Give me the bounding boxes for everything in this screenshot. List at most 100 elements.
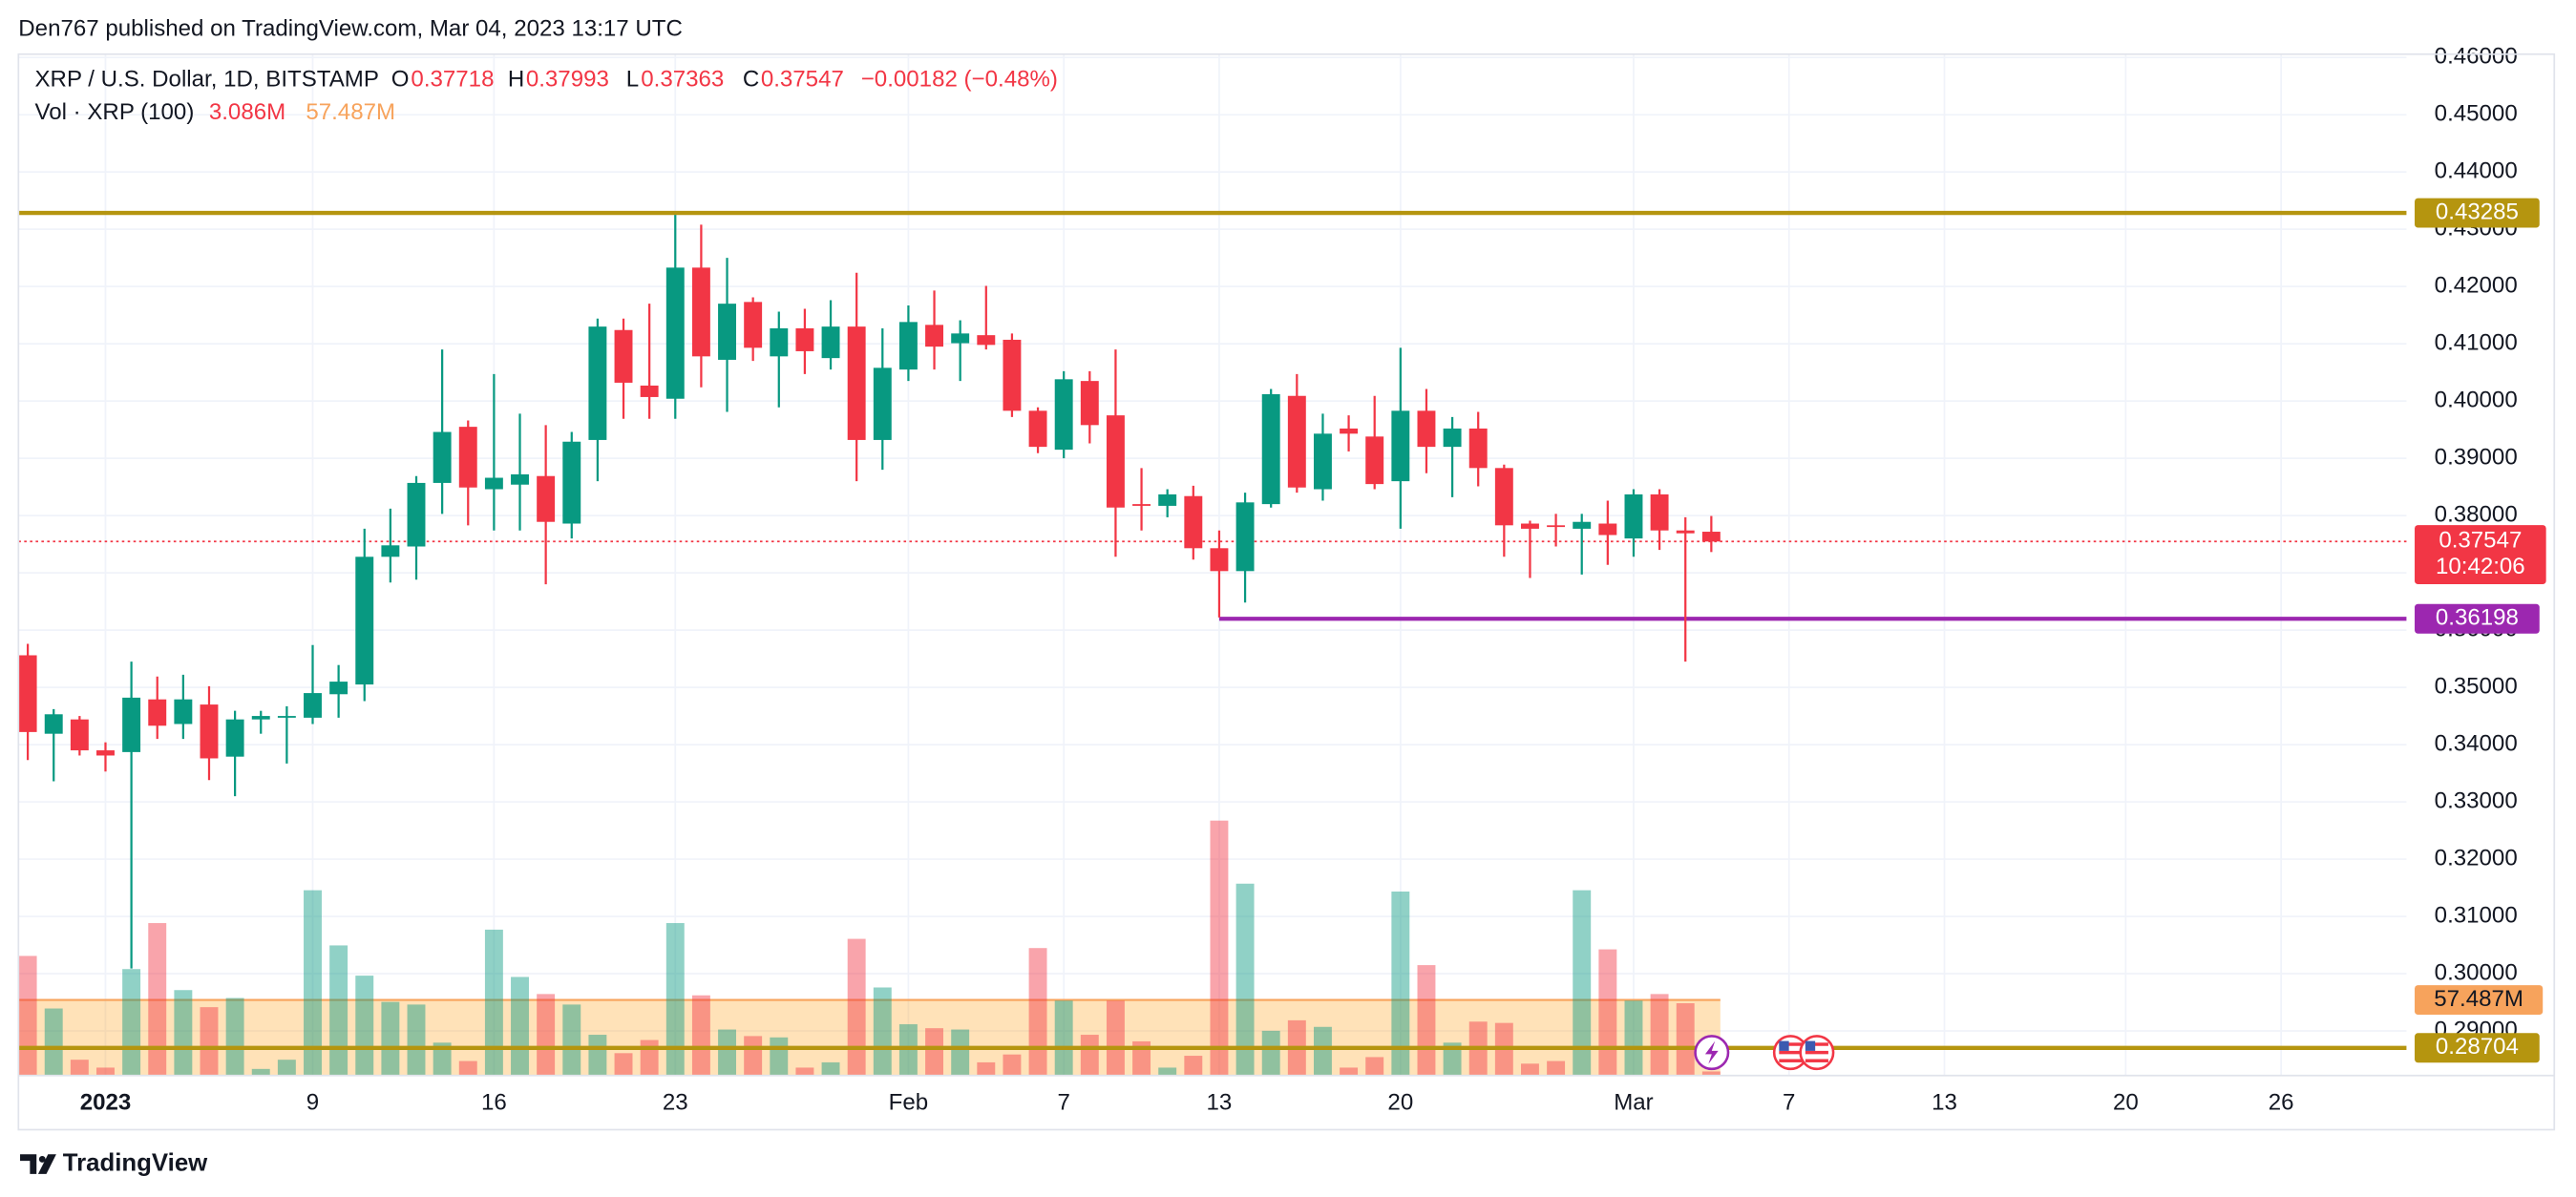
level-label-box: [2415, 1033, 2540, 1063]
price-label: 0.37547: [2439, 528, 2522, 554]
level-label-box: [2415, 603, 2540, 634]
volume-bar: [1547, 1060, 1566, 1076]
volume-bar: [951, 1029, 970, 1076]
volume-bar: [1701, 1071, 1721, 1076]
candle-body: [484, 477, 503, 490]
legend-value: 0.37993: [526, 67, 609, 93]
candle-body: [925, 325, 944, 347]
y-tick-label: 0.44000: [2435, 158, 2518, 184]
volume-bar: [1417, 965, 1436, 1076]
candle-body: [1391, 410, 1410, 482]
candle-body: [1417, 410, 1436, 448]
candle-body: [1054, 379, 1073, 451]
volume-ma-box: [2415, 985, 2544, 1016]
volume-value: 3.086M: [209, 99, 285, 125]
volume-bar: [148, 923, 167, 1076]
volume-bar: [537, 994, 556, 1076]
candle-body: [873, 368, 892, 440]
candle-body: [1003, 339, 1022, 411]
x-tick-label: 7: [1783, 1089, 1795, 1115]
x-tick-label: Mar: [1614, 1089, 1653, 1115]
y-tick-label: 0.38000: [2435, 501, 2518, 527]
x-tick-label: 26: [2269, 1089, 2294, 1115]
flag-stripe: [1779, 1050, 1803, 1055]
x-tick-label: 13: [1932, 1089, 1957, 1115]
volume-bar: [1184, 1056, 1203, 1076]
flag-stripe: [1805, 1050, 1828, 1055]
volume-bar: [1676, 1003, 1695, 1076]
volume-bar: [1391, 892, 1410, 1076]
symbol: XRP / U.S. Dollar, 1D, BITSTAMP: [35, 67, 379, 93]
candle-body: [1028, 410, 1047, 448]
candle-body: [562, 441, 581, 524]
volume-bar: [821, 1061, 840, 1076]
candle-body: [355, 556, 374, 685]
candle-body: [1443, 428, 1462, 448]
volume-bar: [718, 1029, 736, 1076]
y-tick-label: 0.46000: [2435, 44, 2518, 70]
candle-body: [1676, 530, 1695, 534]
candle-body: [665, 267, 685, 399]
countdown: 10:42:06: [2436, 554, 2525, 579]
candle-body: [1650, 494, 1669, 531]
volume-ma-area: [18, 999, 1721, 1076]
volume-bar: [665, 923, 685, 1076]
flag-canton: [1779, 1040, 1789, 1051]
y-tick-label: 0.35000: [2435, 673, 2518, 699]
volume-bar: [588, 1035, 607, 1076]
volume-bar: [1598, 949, 1617, 1076]
legend-value: 0.37547: [761, 67, 844, 93]
candle-body: [18, 655, 37, 732]
candle-body: [277, 716, 296, 718]
x-tick-label: 9: [306, 1089, 319, 1115]
y-tick-label: 0.31000: [2435, 902, 2518, 928]
volume-bar: [691, 995, 710, 1076]
x-tick-label: 20: [1387, 1089, 1413, 1115]
candle-body: [511, 473, 529, 485]
x-tick-label: 23: [663, 1089, 688, 1115]
candle-body: [1468, 428, 1488, 469]
candle-body: [381, 545, 400, 557]
volume-bar: [1003, 1054, 1022, 1076]
volume-ma-axis-label: 57.487M: [2434, 986, 2523, 1012]
candle-body: [96, 750, 115, 756]
volume-bar: [484, 929, 503, 1076]
volume-bar: [18, 956, 37, 1076]
volume-bar: [200, 1007, 219, 1076]
candle-body: [1494, 468, 1513, 526]
x-tick-label: Feb: [889, 1089, 929, 1115]
logo-part: [38, 1155, 46, 1163]
y-tick-label: 0.40000: [2435, 387, 2518, 412]
legend-value: 0.37718: [411, 67, 494, 93]
candle-body: [847, 326, 866, 440]
candle-body: [251, 716, 270, 720]
volume-bar: [96, 1067, 115, 1076]
volume-bar: [873, 987, 892, 1076]
volume-bar: [640, 1040, 659, 1076]
brand-logo[interactable]: [20, 1154, 56, 1174]
candle-body: [1598, 523, 1617, 536]
y-tick-label: 0.42000: [2435, 273, 2518, 299]
price-label-box: [2415, 525, 2546, 585]
volume-title: Vol · XRP (100): [35, 99, 195, 125]
volume-bar: [407, 1004, 426, 1076]
volume-bar: [1650, 994, 1669, 1076]
level-label-box: [2415, 198, 2540, 228]
legend-key: C: [743, 67, 759, 93]
volume-bar: [174, 990, 193, 1076]
level-label: 0.43285: [2436, 199, 2519, 224]
volume-bar: [1443, 1042, 1462, 1076]
flag-stripe: [1779, 1042, 1803, 1046]
flag-stripe: [1805, 1042, 1828, 1046]
candle-body: [1132, 504, 1151, 506]
candle-body: [1701, 532, 1721, 542]
volume-bar: [1261, 1030, 1280, 1076]
brand[interactable]: TradingView: [63, 1149, 208, 1176]
volume-bar: [847, 938, 866, 1076]
event-icons[interactable]: [1694, 1035, 1835, 1071]
candle-body: [898, 322, 918, 370]
candle-body: [614, 329, 633, 383]
